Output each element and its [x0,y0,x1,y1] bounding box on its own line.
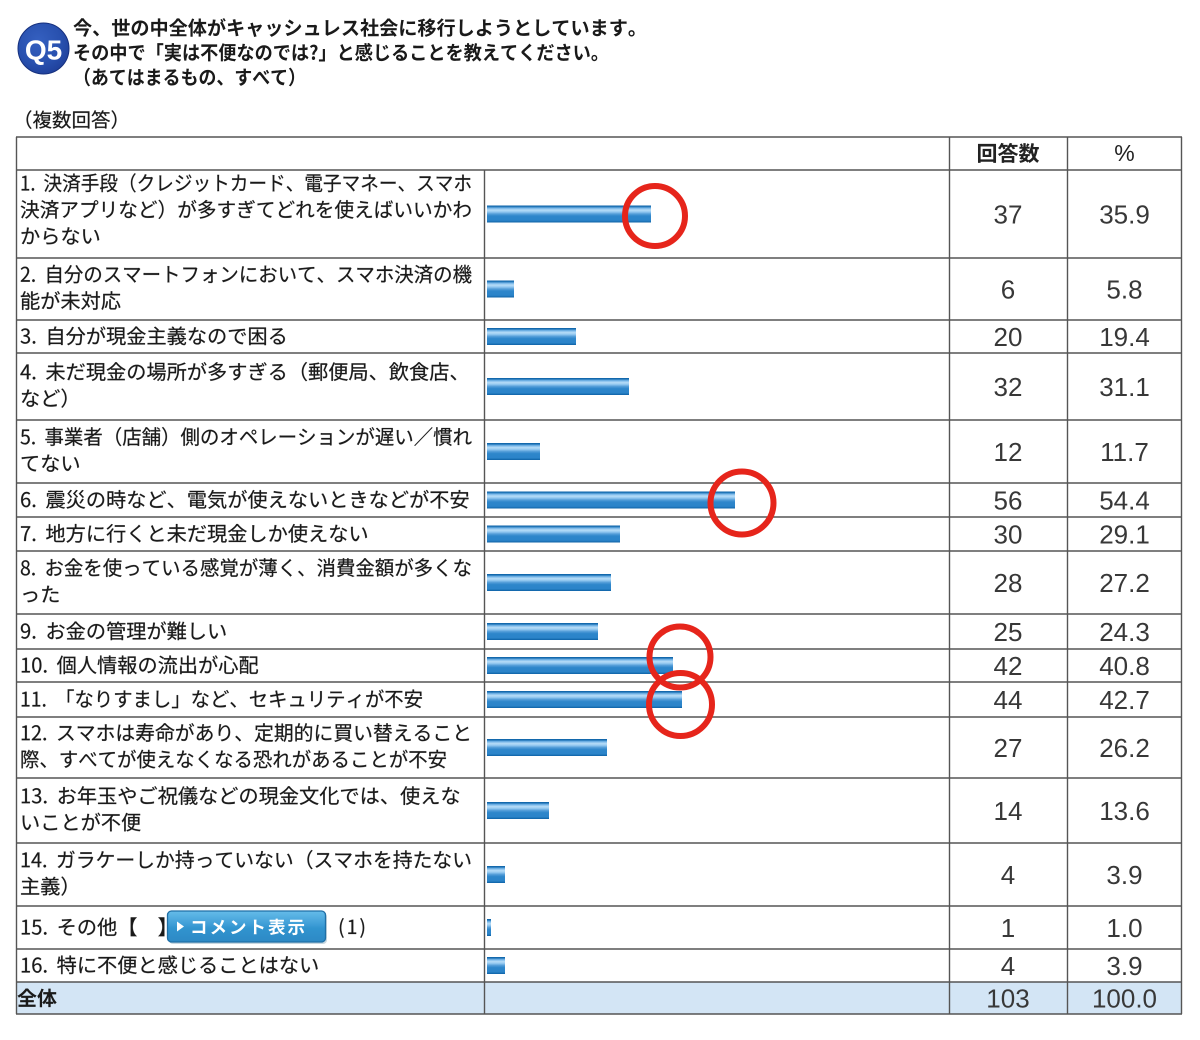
svg-text:19.4: 19.4 [1099,322,1150,352]
svg-text:5.8: 5.8 [1106,274,1142,304]
svg-text:32: 32 [994,372,1023,402]
svg-text:14: 14 [994,796,1023,826]
svg-text:4: 4 [1001,860,1015,890]
svg-text:11.7: 11.7 [1100,437,1149,467]
svg-text:56: 56 [994,485,1023,515]
svg-text:25: 25 [994,617,1023,647]
svg-text:37: 37 [994,199,1023,229]
svg-text:3.9: 3.9 [1106,951,1142,981]
svg-text:103: 103 [986,983,1029,1013]
svg-text:44: 44 [994,685,1023,715]
svg-text:3.9: 3.9 [1106,860,1142,890]
svg-text:54.4: 54.4 [1099,485,1150,515]
svg-text:35.9: 35.9 [1099,199,1150,229]
svg-text:26.2: 26.2 [1099,733,1150,763]
svg-text:42: 42 [994,651,1023,681]
svg-text:20: 20 [994,322,1023,352]
svg-text:12: 12 [994,437,1023,467]
svg-text:4: 4 [1001,951,1015,981]
svg-text:29.1: 29.1 [1099,519,1150,549]
svg-text:31.1: 31.1 [1099,372,1150,402]
svg-text:1: 1 [1001,913,1015,943]
svg-text:27.2: 27.2 [1099,568,1150,598]
svg-text:24.3: 24.3 [1099,617,1150,647]
svg-text:40.8: 40.8 [1099,651,1150,681]
svg-text:%: % [1114,140,1134,166]
svg-text:1.0: 1.0 [1106,913,1142,943]
svg-text:13.6: 13.6 [1099,796,1150,826]
svg-text:28: 28 [994,568,1023,598]
svg-text:100.0: 100.0 [1092,983,1157,1013]
svg-text:6: 6 [1001,274,1015,304]
svg-text:27: 27 [994,733,1023,763]
svg-text:42.7: 42.7 [1099,685,1150,715]
svg-text:Q5: Q5 [25,35,62,66]
svg-text:30: 30 [994,519,1023,549]
